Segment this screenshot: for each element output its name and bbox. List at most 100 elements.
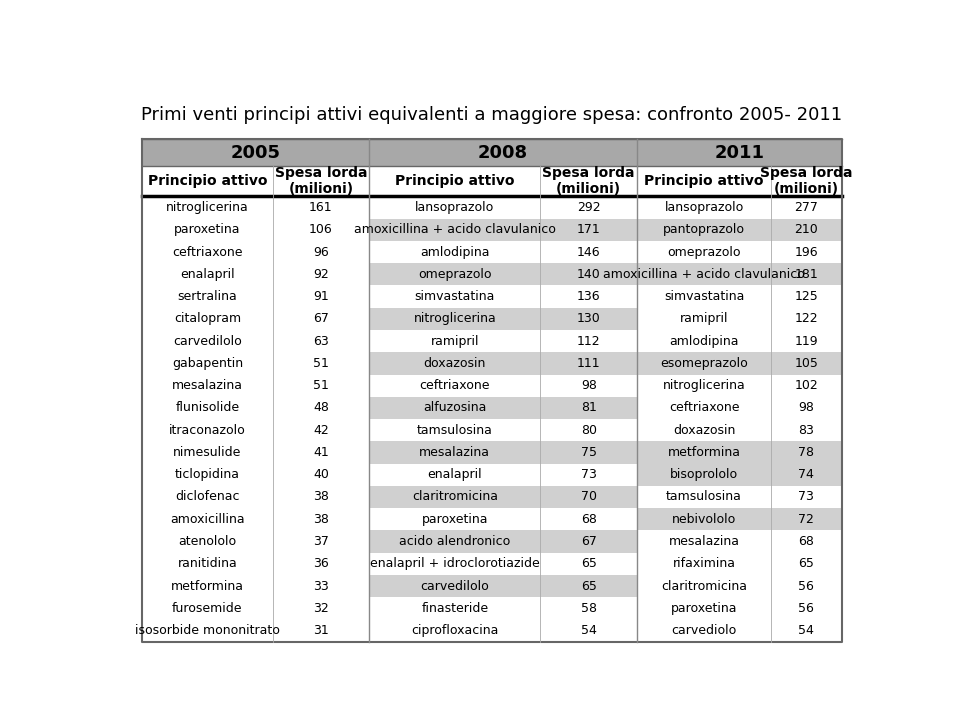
Text: Principio attivo: Principio attivo [644, 174, 764, 188]
Text: ranitidina: ranitidina [178, 557, 237, 570]
Text: omeprazolo: omeprazolo [667, 246, 741, 259]
Bar [370, 441, 540, 464]
Bar [540, 619, 637, 642]
Bar [142, 552, 273, 575]
Bar [637, 464, 771, 486]
Bar [637, 597, 771, 619]
Bar [273, 218, 370, 241]
Text: 112: 112 [577, 335, 601, 348]
Text: gabapentin: gabapentin [172, 357, 243, 370]
Text: 41: 41 [313, 446, 328, 459]
Text: Spesa lorda
(milioni): Spesa lorda (milioni) [542, 166, 635, 196]
Bar [540, 508, 637, 531]
Bar [637, 419, 771, 441]
Bar [142, 575, 273, 597]
Text: amoxicillina + acido clavulanico: amoxicillina + acido clavulanico [354, 224, 556, 236]
Text: lansoprazolo: lansoprazolo [415, 201, 494, 214]
Text: doxazosin: doxazosin [673, 424, 735, 437]
Text: Primi venti principi attivi equivalenti a maggiore spesa: confronto 2005- 2011: Primi venti principi attivi equivalenti … [141, 106, 843, 124]
Text: amoxicillina: amoxicillina [170, 513, 245, 526]
Text: 63: 63 [313, 335, 328, 348]
Bar [771, 464, 842, 486]
Bar [771, 166, 842, 196]
Text: diclofenac: diclofenac [175, 490, 240, 503]
Bar [142, 241, 273, 263]
Bar [370, 531, 540, 552]
Text: claritromicina: claritromicina [412, 490, 498, 503]
Bar [771, 353, 842, 374]
Bar [142, 508, 273, 531]
Bar [273, 263, 370, 286]
Bar [273, 196, 370, 218]
Text: 48: 48 [313, 402, 329, 415]
Bar [771, 397, 842, 419]
Bar [540, 575, 637, 597]
Text: enalapril: enalapril [180, 268, 235, 281]
Bar [540, 286, 637, 308]
Text: Spesa lorda
(milioni): Spesa lorda (milioni) [760, 166, 852, 196]
Text: simvastatina: simvastatina [664, 290, 744, 303]
Bar [637, 397, 771, 419]
Text: ceftriaxone: ceftriaxone [669, 402, 739, 415]
Bar [273, 330, 370, 353]
Bar [142, 330, 273, 353]
Text: ramipril: ramipril [430, 335, 479, 348]
Bar [637, 441, 771, 464]
Text: ramipril: ramipril [680, 312, 729, 325]
Text: tamsulosina: tamsulosina [666, 490, 742, 503]
Text: mesalazina: mesalazina [172, 379, 243, 392]
Text: 146: 146 [577, 246, 601, 259]
Text: 181: 181 [795, 268, 818, 281]
Text: flunisolide: flunisolide [176, 402, 239, 415]
Bar [142, 441, 273, 464]
Text: paroxetina: paroxetina [671, 602, 737, 615]
Text: 40: 40 [313, 468, 329, 481]
Bar [273, 619, 370, 642]
Bar [771, 552, 842, 575]
Text: 105: 105 [795, 357, 818, 370]
Text: finasteride: finasteride [421, 602, 489, 615]
Text: 140: 140 [577, 268, 601, 281]
Bar [273, 552, 370, 575]
Bar [142, 166, 273, 196]
Text: simvastatina: simvastatina [415, 290, 495, 303]
Bar [540, 374, 637, 397]
Text: 83: 83 [799, 424, 814, 437]
Bar [370, 196, 540, 218]
Text: 72: 72 [799, 513, 814, 526]
Text: 161: 161 [309, 201, 333, 214]
Bar [540, 330, 637, 353]
Text: 58: 58 [581, 602, 597, 615]
Bar [142, 139, 370, 166]
Text: carvediolo: carvediolo [671, 624, 736, 637]
Text: 67: 67 [313, 312, 329, 325]
Text: bisoprololo: bisoprololo [670, 468, 738, 481]
Text: 98: 98 [581, 379, 597, 392]
Bar [540, 241, 637, 263]
Bar [540, 196, 637, 218]
Bar [771, 486, 842, 508]
Text: 67: 67 [581, 535, 597, 548]
Text: 65: 65 [581, 580, 597, 593]
Text: 2011: 2011 [714, 143, 764, 162]
Bar [370, 486, 540, 508]
Bar [370, 139, 637, 166]
Text: esomeprazolo: esomeprazolo [660, 357, 748, 370]
Bar [637, 139, 842, 166]
Text: 81: 81 [581, 402, 597, 415]
Text: omeprazolo: omeprazolo [418, 268, 492, 281]
Bar [771, 531, 842, 552]
Bar [370, 575, 540, 597]
Bar [273, 353, 370, 374]
Text: ticlopidina: ticlopidina [175, 468, 240, 481]
Bar [771, 241, 842, 263]
Text: 277: 277 [795, 201, 818, 214]
Bar [142, 597, 273, 619]
Text: paroxetina: paroxetina [421, 513, 488, 526]
Bar [540, 397, 637, 419]
Bar [370, 241, 540, 263]
Text: 2005: 2005 [230, 143, 280, 162]
Text: 91: 91 [313, 290, 328, 303]
Bar [771, 374, 842, 397]
Bar [142, 619, 273, 642]
